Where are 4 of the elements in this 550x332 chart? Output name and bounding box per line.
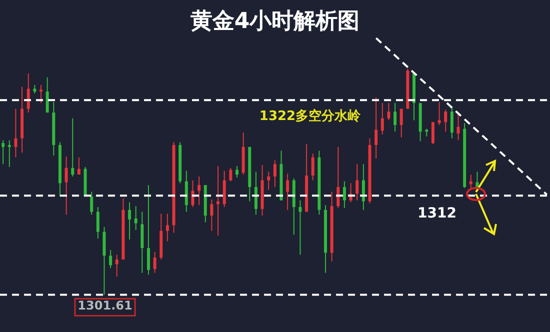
ref-line-label: 1301.61: [78, 298, 132, 313]
ref-line-label: 1312: [418, 206, 456, 222]
chart-title: 黄金4小时解析图: [189, 8, 361, 36]
ref-line-label: 1322多空分水岭: [259, 108, 362, 124]
